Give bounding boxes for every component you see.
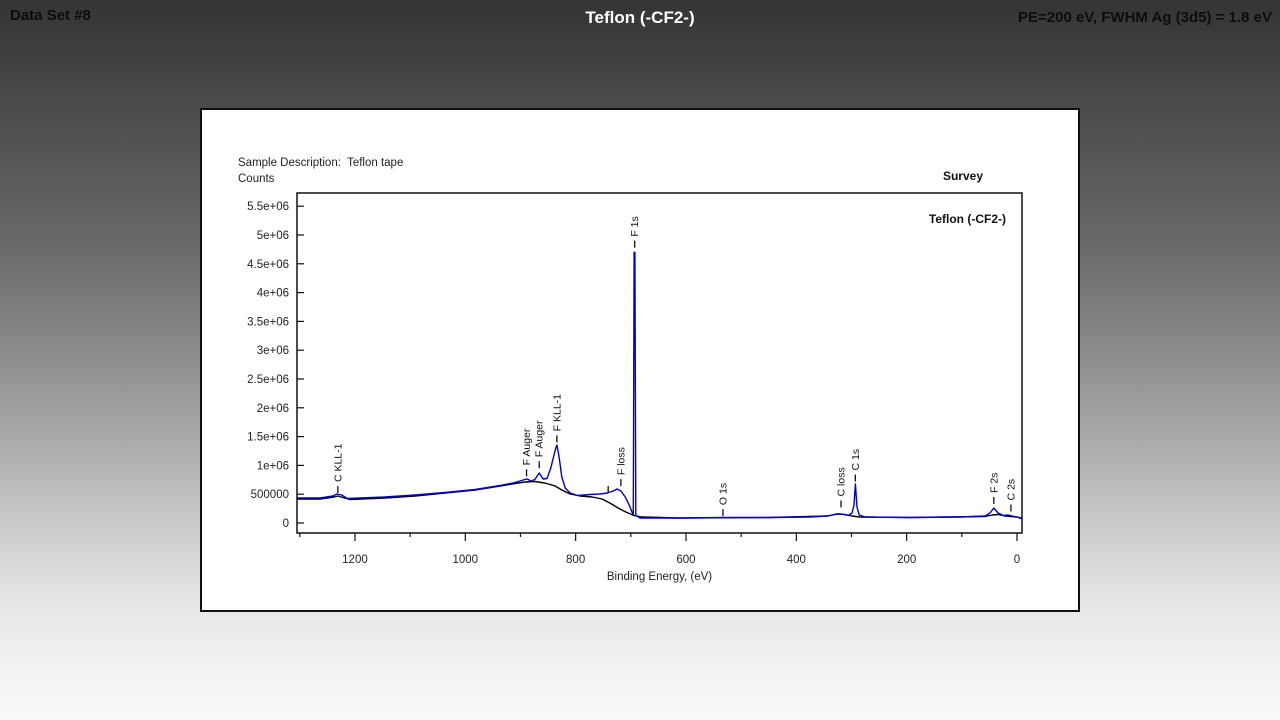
y-tick-label: 1.5e+06	[247, 432, 289, 444]
y-tick-label: 500000	[251, 489, 289, 501]
peak-annotations: C KLL-1 F Auger F Auger F KLL-1 F loss F 1s O …	[332, 216, 1017, 517]
peak-label: C loss	[836, 467, 848, 496]
slide-title: Teflon (-CF2-)	[585, 8, 695, 27]
peak-annotation-f-1s: F 1s	[629, 216, 641, 248]
y-tick-label: 4e+06	[257, 288, 289, 300]
peak-label: C 1s	[850, 449, 862, 471]
peak-label: C KLL-1	[332, 443, 344, 482]
peak-label: F Auger	[521, 428, 533, 465]
y-tick-label: 4.5e+06	[247, 259, 289, 271]
y-axis: 0 500000 1e+06 1.5e+06 2e+06 2.5e+06 3e+06 3.5e…	[247, 201, 304, 530]
x-tick-label: 0	[1014, 554, 1020, 566]
peak-label: F loss	[615, 447, 627, 475]
plot-frame	[296, 192, 1023, 534]
peak-annotation-f-2s: F 2s	[988, 473, 1000, 504]
peak-annotation-c-1s: C 1s	[850, 449, 862, 482]
peak-annotation-c-loss: C loss	[836, 467, 848, 508]
survey-curve	[297, 251, 1023, 520]
y-tick-label: 2.5e+06	[247, 374, 289, 386]
peak-annotation-c-kll-1: C KLL-1	[332, 443, 344, 494]
peak-annotation-f-loss: F loss	[615, 447, 627, 487]
x-tick-label: 1000	[453, 554, 479, 566]
peak-label: F 1s	[629, 216, 641, 236]
survey-spectrum-chart: 0 500000 1e+06 1.5e+06 2e+06 2.5e+06 3e+06 3.5e…	[247, 192, 1023, 583]
sample-description: Sample Description: Teflon tape	[238, 157, 404, 169]
x-tick-label: 200	[897, 554, 916, 566]
y-tick-label: 5e+06	[257, 230, 289, 242]
acquisition-info: PE=200 eV, FWHM Ag (3d5) = 1.8 eV	[1018, 9, 1272, 26]
peak-annotation-f-kll-1: F KLL-1	[551, 394, 563, 443]
peak-label: C 2s	[1005, 479, 1017, 501]
peak-annotation-f-auger: F Auger	[521, 428, 533, 477]
x-axis: 1200 1000 800 600 400 200 0 Binding Energy, (eV…	[299, 533, 1020, 583]
dataset-label: Data Set #8	[10, 7, 91, 24]
y-tick-label: 3.5e+06	[247, 316, 289, 328]
background-curve	[297, 480, 1023, 519]
peak-label: F KLL-1	[551, 394, 563, 432]
x-axis-title: Binding Energy, (eV)	[607, 571, 712, 583]
peak-annotation-c-2s: C 2s	[1005, 479, 1017, 512]
y-tick-label: 1e+06	[257, 460, 289, 472]
x-tick-label: 800	[566, 554, 585, 566]
y-tick-label: 3e+06	[257, 345, 289, 357]
x-tick-label: 600	[676, 554, 695, 566]
x-tick-label: 1200	[342, 554, 368, 566]
y-tick-label: 5.5e+06	[247, 201, 289, 213]
y-tick-label: 2e+06	[257, 403, 289, 415]
counts-axis-label: Counts	[238, 173, 275, 185]
y-tick-label: 0	[283, 518, 289, 530]
spectrum-panel: Sample Description: Teflon tape Counts S…	[200, 108, 1080, 612]
peak-label: O 1s	[717, 483, 729, 505]
peak-annotation-o-1s: O 1s	[717, 483, 729, 517]
trace-name-label: Teflon (-CF2-)	[928, 212, 1006, 226]
peak-annotation-f-auger: F Auger	[534, 420, 546, 469]
peak-label: F 2s	[988, 473, 1000, 493]
peak-label: F Auger	[534, 420, 546, 457]
x-tick-label: 400	[787, 554, 806, 566]
survey-label: Survey	[942, 169, 983, 183]
